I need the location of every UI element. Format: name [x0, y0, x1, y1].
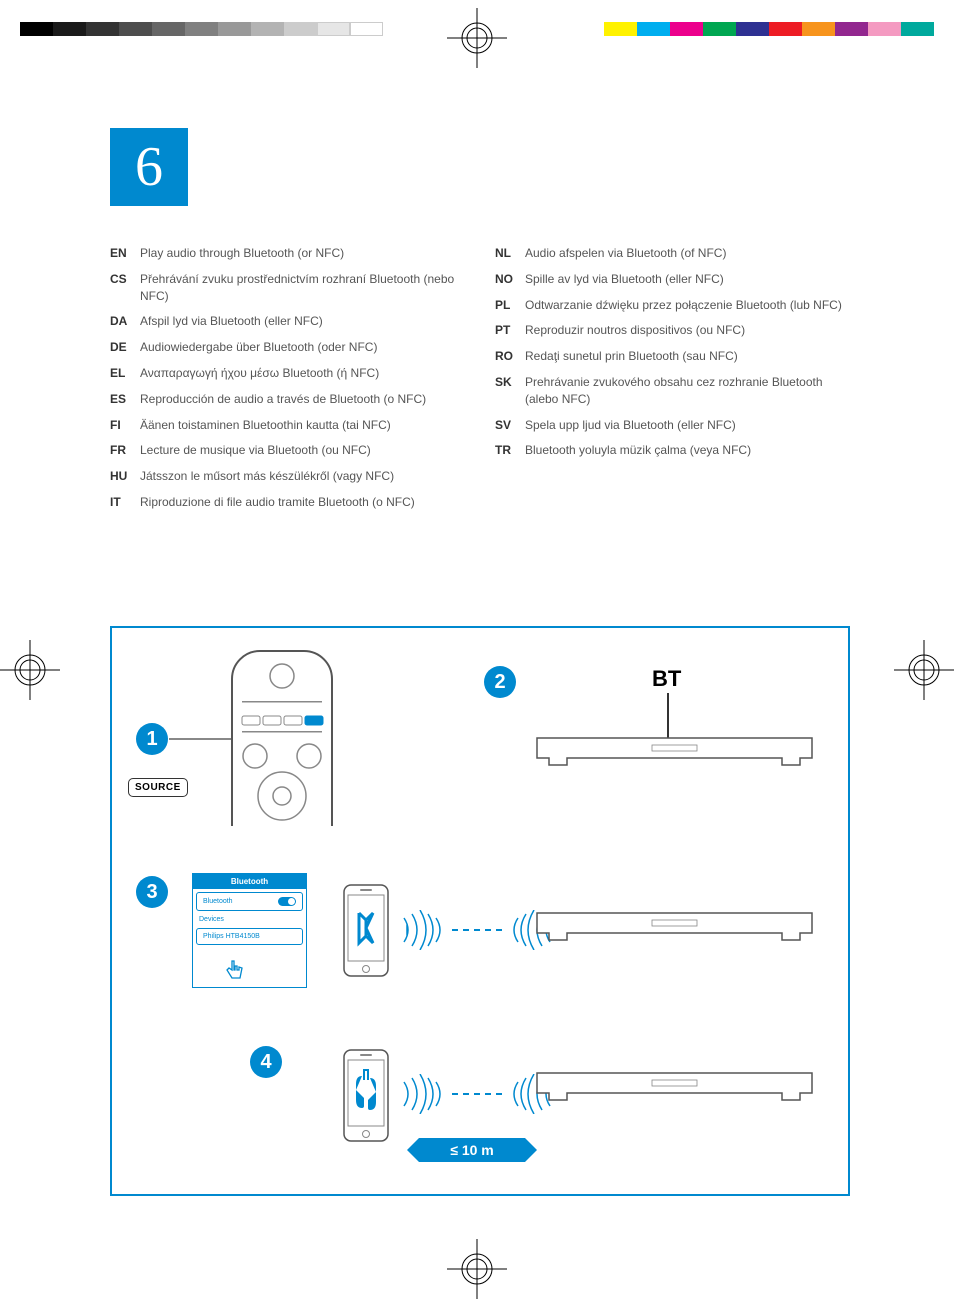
language-text: Riproduzione di file audio tramite Bluet…	[140, 494, 465, 511]
language-code: FI	[110, 417, 140, 434]
language-text: Redaţi sunetul prin Bluetooth (sau NFC)	[525, 348, 850, 365]
language-text: Audio afspelen via Bluetooth (of NFC)	[525, 245, 850, 262]
bluetooth-settings-dialog: Bluetooth Bluetooth Devices Philips HTB4…	[192, 873, 307, 988]
language-code: PT	[495, 322, 525, 339]
step-marker-4: 4	[250, 1046, 282, 1078]
language-entry: DEAudiowiedergabe über Bluetooth (oder N…	[110, 339, 465, 356]
language-text: Äänen toistaminen Bluetoothin kautta (ta…	[140, 417, 465, 434]
language-text: Bluetooth yoluyla müzik çalma (veya NFC)	[525, 442, 850, 459]
language-code: SV	[495, 417, 525, 434]
signal-waves-right-icon	[402, 910, 448, 950]
language-text: Prehrávanie zvukového obsahu cez rozhran…	[525, 374, 850, 408]
language-text: Lecture de musique via Bluetooth (ou NFC…	[140, 442, 465, 459]
language-code: TR	[495, 442, 525, 459]
language-code: RO	[495, 348, 525, 365]
registration-mark-icon	[447, 8, 507, 68]
soundbar-icon	[532, 1068, 817, 1113]
language-code: IT	[110, 494, 140, 511]
phone-icon	[342, 1048, 390, 1143]
phone-icon	[342, 883, 390, 978]
language-code: NL	[495, 245, 525, 262]
language-entry: NOSpille av lyd via Bluetooth (eller NFC…	[495, 271, 850, 288]
signal-waves-right-icon	[402, 1074, 448, 1114]
language-text: Přehrávání zvuku prostřednictvím rozhran…	[140, 271, 465, 305]
language-entry: CSPřehrávání zvuku prostřednictvím rozhr…	[110, 271, 465, 305]
devices-section-label: Devices	[193, 914, 306, 925]
language-text: Spela upp ljud via Bluetooth (eller NFC)	[525, 417, 850, 434]
language-entry: DAAfspil lyd via Bluetooth (eller NFC)	[110, 313, 465, 330]
language-text: Αναπαραγωγή ήχου μέσω Bluetooth (ή NFC)	[140, 365, 465, 382]
instruction-diagram: 1 SOURCE	[110, 626, 850, 1196]
language-entry: ENPlay audio through Bluetooth (or NFC)	[110, 245, 465, 262]
hand-cursor-icon	[222, 958, 247, 983]
language-code: SK	[495, 374, 525, 408]
language-text: Afspil lyd via Bluetooth (eller NFC)	[140, 313, 465, 330]
language-code: FR	[110, 442, 140, 459]
language-entry: FIÄänen toistaminen Bluetoothin kautta (…	[110, 417, 465, 434]
dialog-header: Bluetooth	[193, 874, 306, 889]
language-entry: SKPrehrávanie zvukového obsahu cez rozhr…	[495, 374, 850, 408]
language-entry: PLOdtwarzanie dźwięku przez połączenie B…	[495, 297, 850, 314]
language-entry: RORedaţi sunetul prin Bluetooth (sau NFC…	[495, 348, 850, 365]
registration-mark-icon	[894, 640, 954, 700]
language-entry: TRBluetooth yoluyla müzik çalma (veya NF…	[495, 442, 850, 459]
language-code: EL	[110, 365, 140, 382]
language-entry: ESReproducción de audio a través de Blue…	[110, 391, 465, 408]
language-text: Játsszon le műsort más készülékről (vagy…	[140, 468, 465, 485]
language-entry: NLAudio afspelen via Bluetooth (of NFC)	[495, 245, 850, 262]
language-entry: FRLecture de musique via Bluetooth (ou N…	[110, 442, 465, 459]
step-marker-1: 1	[136, 723, 168, 755]
dashed-connection-line	[452, 1093, 502, 1095]
bluetooth-toggle-label: Bluetooth	[203, 898, 233, 905]
step-marker-3: 3	[136, 876, 168, 908]
language-text: Spille av lyd via Bluetooth (eller NFC)	[525, 271, 850, 288]
section-number: 6	[110, 128, 188, 206]
bt-display-label: BT	[652, 666, 681, 692]
language-code: NO	[495, 271, 525, 288]
language-entry: HUJátsszon le műsort más készülékről (va…	[110, 468, 465, 485]
language-entry: ITRiproduzione di file audio tramite Blu…	[110, 494, 465, 511]
language-text: Play audio through Bluetooth (or NFC)	[140, 245, 465, 262]
soundbar-icon	[532, 733, 817, 778]
language-code: HU	[110, 468, 140, 485]
registration-mark-icon	[447, 1239, 507, 1299]
source-button-label: SOURCE	[128, 778, 188, 797]
language-list: ENPlay audio through Bluetooth (or NFC)C…	[110, 245, 850, 520]
step-marker-2: 2	[484, 666, 516, 698]
language-code: EN	[110, 245, 140, 262]
language-entry: ELΑναπαραγωγή ήχου μέσω Bluetooth (ή NFC…	[110, 365, 465, 382]
device-name: Philips HTB4150B	[203, 933, 260, 940]
language-entry: SVSpela upp ljud via Bluetooth (eller NF…	[495, 417, 850, 434]
language-code: DA	[110, 313, 140, 330]
language-text: Reproduzir noutros dispositivos (ou NFC)	[525, 322, 850, 339]
soundbar-icon	[532, 908, 817, 953]
toggle-on-icon	[278, 897, 296, 906]
language-text: Audiowiedergabe über Bluetooth (oder NFC…	[140, 339, 465, 356]
cmyk-color-bar	[604, 22, 934, 36]
remote-control-icon	[227, 646, 337, 826]
language-text: Odtwarzanie dźwięku przez połączenie Blu…	[525, 297, 850, 314]
language-code: ES	[110, 391, 140, 408]
language-code: PL	[495, 297, 525, 314]
grayscale-color-bar	[20, 22, 383, 36]
language-code: CS	[110, 271, 140, 305]
distance-indicator: ≤ 10 m	[407, 1138, 537, 1162]
language-entry: PTReproduzir noutros dispositivos (ou NF…	[495, 322, 850, 339]
language-text: Reproducción de audio a través de Blueto…	[140, 391, 465, 408]
registration-mark-icon	[0, 640, 60, 700]
dashed-connection-line	[452, 929, 502, 931]
language-code: DE	[110, 339, 140, 356]
